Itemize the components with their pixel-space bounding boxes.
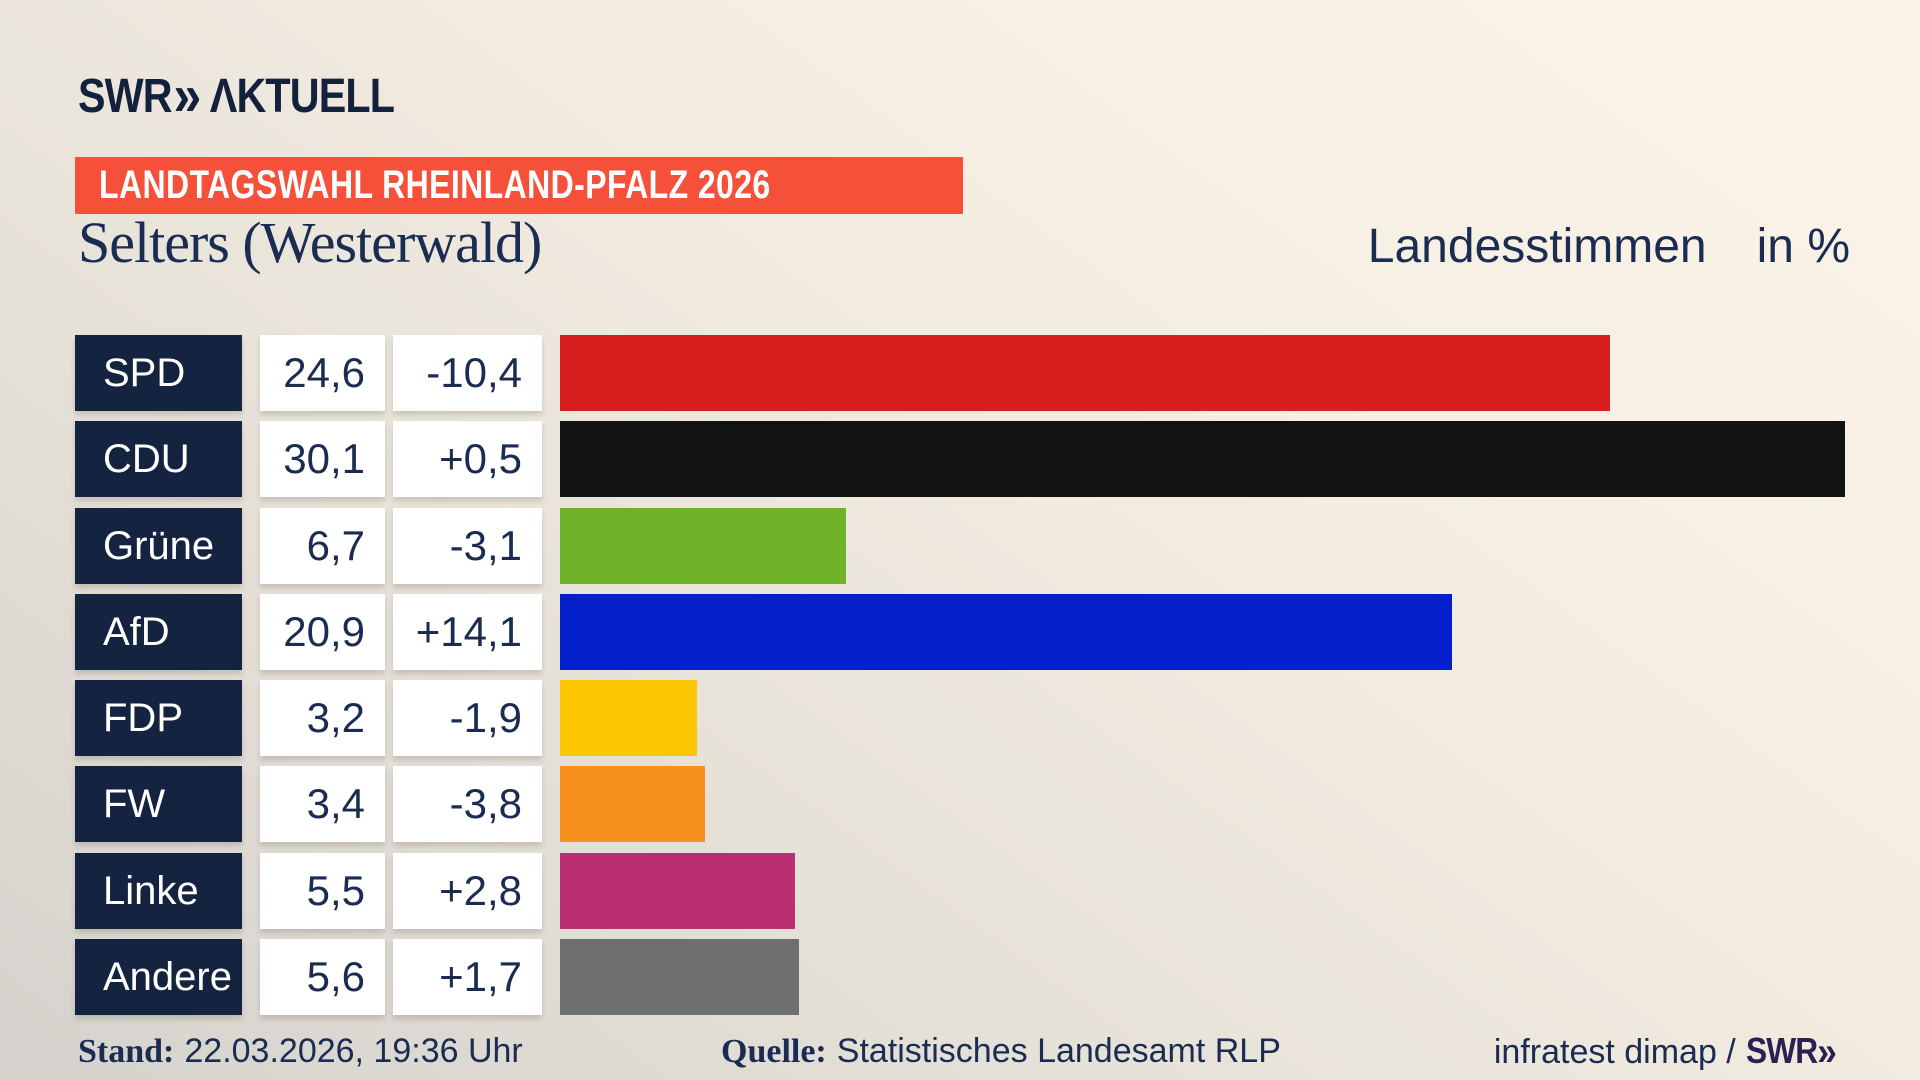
party-value: 3,4 [260, 766, 385, 843]
party-bar [560, 335, 1610, 411]
party-bar [560, 593, 1452, 670]
party-diff: -10,4 [393, 335, 542, 411]
party-diff: -3,8 [393, 766, 542, 843]
party-label: Andere [75, 939, 242, 1016]
party-diff: +14,1 [393, 593, 542, 670]
headline-row: Selters (Westerwald) Landesstimmen in % [78, 200, 1850, 286]
party-value: 30,1 [260, 421, 385, 498]
party-label: Linke [75, 852, 242, 929]
footer: Stand: 22.03.2026, 19:36 Uhr Quelle: Stati… [0, 1028, 1920, 1074]
party-label: Grüne [75, 507, 242, 584]
credit-swr-logo: SWR» [1745, 1028, 1837, 1075]
party-value: 3,2 [260, 680, 385, 757]
party-label: CDU [75, 421, 242, 498]
chart-rows: SPD 24,6 -10,4 CDU 30,1 +0,5 Grüne 6,7 -3,1 AfD 20… [75, 335, 1845, 1016]
chart-row: Andere 5,6 +1,7 [75, 939, 1845, 1016]
logo-aktuell-text: ΛKTUELL [209, 70, 395, 123]
party-value: 24,6 [260, 335, 385, 411]
party-label: AfD [75, 593, 242, 670]
party-bar [560, 766, 705, 843]
election-banner-label: LANDTAGSWAHL RHEINLAND-PFALZ 2026 [99, 163, 771, 207]
chart-row: Grüne 6,7 -3,1 [75, 507, 1845, 584]
swr-aktuell-logo: SWR» ΛKTUELL [78, 67, 395, 125]
party-diff: +1,7 [393, 939, 542, 1016]
subtitle-unit: in % [1756, 220, 1850, 273]
stand-value: 22.03.2026, 19:36 Uhr [184, 1032, 523, 1070]
chart-subtitle: Landesstimmen in % [1368, 204, 1850, 290]
footer-source: Quelle: Statistisches Landesamt RLP [721, 1028, 1281, 1075]
party-bar [560, 852, 795, 929]
party-diff: +2,8 [393, 852, 542, 929]
party-bar [560, 939, 799, 1016]
party-value: 6,7 [260, 507, 385, 584]
chart-row: AfD 20,9 +14,1 [75, 593, 1845, 670]
source-value: Statistisches Landesamt RLP [836, 1032, 1281, 1070]
source-label: Quelle: [721, 1033, 827, 1070]
stand-label: Stand: [78, 1033, 175, 1070]
footer-stand: Stand: 22.03.2026, 19:36 Uhr [78, 1028, 523, 1075]
election-banner: LANDTAGSWAHL RHEINLAND-PFALZ 2026 [75, 157, 963, 214]
chart-row: SPD 24,6 -10,4 [75, 335, 1845, 411]
credit-text: infratest dimap / [1493, 1033, 1736, 1071]
party-label: FW [75, 766, 242, 843]
chart-row: FW 3,4 -3,8 [75, 766, 1845, 843]
chart-row: CDU 30,1 +0,5 [75, 421, 1845, 498]
subtitle-measure: Landesstimmen [1367, 220, 1707, 273]
party-bar [560, 507, 846, 584]
footer-credit: infratest dimap / SWR» [1494, 1028, 1845, 1075]
chart-row: Linke 5,5 +2,8 [75, 852, 1845, 929]
credit-swr-text: SWR [1745, 1030, 1818, 1071]
logo-chevrons-icon: » [173, 63, 201, 128]
logo-swr-text: SWR [78, 70, 173, 123]
page-title: Selters (Westerwald) [78, 210, 542, 275]
party-value: 20,9 [260, 593, 385, 670]
party-diff: -3,1 [393, 507, 542, 584]
party-value: 5,6 [260, 939, 385, 1016]
party-bar [560, 421, 1845, 498]
party-diff: +0,5 [393, 421, 542, 498]
party-label: SPD [75, 335, 242, 411]
credit-swr-chevrons-icon: » [1817, 1030, 1837, 1074]
party-diff: -1,9 [393, 680, 542, 757]
chart-row: FDP 3,2 -1,9 [75, 680, 1845, 757]
party-bar [560, 680, 697, 757]
party-value: 5,5 [260, 852, 385, 929]
party-label: FDP [75, 680, 242, 757]
